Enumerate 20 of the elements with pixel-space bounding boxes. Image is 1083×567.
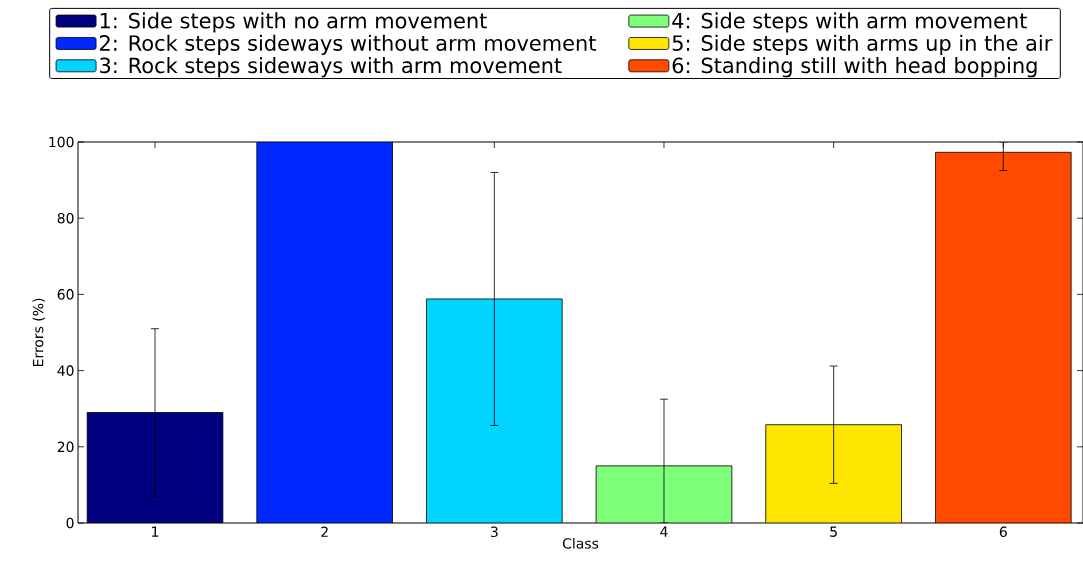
legend-label: 1: Side steps with no arm movement: [100, 12, 487, 33]
y-tick-label: 100: [49, 136, 74, 148]
x-tick-label: 5: [830, 526, 837, 537]
x-axis-title: Class: [562, 537, 599, 549]
x-tick-label: 1: [152, 526, 159, 537]
y-tick-label: 80: [57, 212, 74, 224]
x-tick-label: 4: [660, 526, 668, 537]
legend-label: 2: Rock steps sideways without arm movement: [99, 34, 596, 55]
legend-label: 6: Standing still with head bopping: [672, 57, 1037, 78]
y-axis-title: Errors (%): [32, 298, 46, 367]
y-tick-label: 20: [57, 441, 74, 453]
legend-label: 4: Side steps with arm movement: [672, 12, 1027, 33]
x-tick-label: 2: [321, 526, 328, 537]
x-tick-label: 3: [490, 526, 498, 538]
y-tick-label: 40: [57, 365, 74, 376]
y-tick-label: 60: [57, 289, 74, 300]
legend-label: 3: Rock steps sideways with arm movement: [100, 57, 562, 78]
y-tick-label: 0: [66, 517, 74, 529]
x-tick-label: 6: [999, 526, 1007, 538]
legend-label: 5: Side steps with arms up in the air: [672, 34, 1053, 55]
